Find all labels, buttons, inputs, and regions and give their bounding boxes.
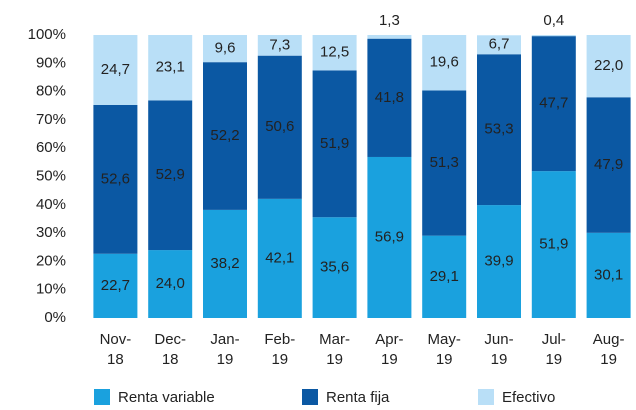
data-label: 38,2 xyxy=(210,255,239,272)
data-label: 0,4 xyxy=(543,12,564,29)
bar-segment xyxy=(586,97,631,233)
y-tick-label: 50% xyxy=(36,167,66,184)
data-label: 7,3 xyxy=(269,36,290,53)
y-tick-label: 40% xyxy=(36,196,66,213)
legend-swatch xyxy=(302,389,318,405)
data-label: 39,9 xyxy=(484,253,513,270)
bar-segment xyxy=(148,250,193,318)
data-label: 56,9 xyxy=(375,228,404,245)
data-label: 47,7 xyxy=(539,95,568,112)
bar-segment xyxy=(203,62,247,210)
data-label: 24,7 xyxy=(101,61,130,78)
data-label: 12,5 xyxy=(320,44,349,61)
bar-segment xyxy=(312,70,357,218)
data-label: 6,7 xyxy=(489,36,510,53)
bar-segment xyxy=(531,171,576,318)
bar-segment xyxy=(367,156,412,318)
x-tick-label: Aug-19 xyxy=(593,331,625,368)
bar-segment xyxy=(477,35,521,55)
y-tick-label: 80% xyxy=(36,83,66,100)
bar-segment xyxy=(586,232,631,318)
legend-swatch xyxy=(478,389,494,405)
bar-segment xyxy=(203,209,247,318)
legend-label: Efectivo xyxy=(502,389,555,406)
data-label: 51,3 xyxy=(430,154,459,171)
bar-segment xyxy=(367,35,412,39)
y-tick-label: 20% xyxy=(36,252,66,269)
x-tick-label: Dec-18 xyxy=(154,331,186,368)
data-label: 53,3 xyxy=(484,121,513,138)
bar-segment xyxy=(257,35,302,56)
data-label: 41,8 xyxy=(375,89,404,106)
data-label: 30,1 xyxy=(594,266,623,283)
bar-segment xyxy=(422,90,467,236)
data-label: 35,6 xyxy=(320,259,349,276)
x-tick-label: Jul-19 xyxy=(542,331,566,368)
legend-swatch xyxy=(94,389,110,405)
data-label: 9,6 xyxy=(215,40,236,57)
y-tick-label: 100% xyxy=(28,26,66,43)
bar-segment xyxy=(367,38,412,157)
bar-segment xyxy=(312,35,357,71)
bar-segment xyxy=(531,35,576,37)
y-tick-label: 10% xyxy=(36,281,66,298)
x-tick-label: Mar-19 xyxy=(319,331,350,368)
bar-segment xyxy=(477,54,521,206)
bar-segment xyxy=(422,235,467,318)
bar-segment xyxy=(531,36,576,172)
bar-segment xyxy=(422,35,467,91)
data-label: 52,9 xyxy=(156,166,185,183)
data-label: 23,1 xyxy=(156,59,185,76)
data-label: 19,6 xyxy=(430,54,459,71)
bar-segment xyxy=(93,104,138,254)
x-tick-label: Jan-19 xyxy=(210,331,239,368)
data-label: 51,9 xyxy=(539,236,568,253)
y-tick-label: 90% xyxy=(36,54,66,71)
legend-label: Renta fija xyxy=(326,389,390,406)
bar-segment xyxy=(93,35,138,105)
y-tick-label: 70% xyxy=(36,111,66,128)
data-label: 24,0 xyxy=(156,275,185,292)
data-label: 29,1 xyxy=(430,268,459,285)
bar-segment xyxy=(148,100,193,251)
y-tick-label: 0% xyxy=(44,309,66,326)
data-label: 22,7 xyxy=(101,277,130,294)
bar-segment xyxy=(257,198,302,318)
data-label: 50,6 xyxy=(265,118,294,135)
data-label: 47,9 xyxy=(594,156,623,173)
data-label: 52,2 xyxy=(210,127,239,144)
data-label: 42,1 xyxy=(265,249,294,266)
bar-segment xyxy=(93,253,138,318)
bar-segment xyxy=(203,35,247,63)
x-tick-label: Feb-19 xyxy=(264,331,295,368)
data-label: 1,3 xyxy=(379,12,400,29)
legend-label: Renta variable xyxy=(118,389,215,406)
y-tick-label: 60% xyxy=(36,139,66,156)
y-tick-label: 30% xyxy=(36,224,66,241)
bar-segment xyxy=(312,217,357,318)
bar-segment xyxy=(586,35,631,98)
data-label: 52,6 xyxy=(101,170,130,187)
bar-segment xyxy=(477,205,521,318)
bar-segment xyxy=(148,35,193,101)
x-tick-label: Apr-19 xyxy=(375,331,403,368)
x-tick-label: May-19 xyxy=(428,331,461,368)
data-label: 22,0 xyxy=(594,57,623,74)
bar-segment xyxy=(257,55,302,199)
x-tick-label: Jun-19 xyxy=(484,331,513,368)
x-tick-label: Nov-18 xyxy=(100,331,132,368)
data-label: 51,9 xyxy=(320,135,349,152)
